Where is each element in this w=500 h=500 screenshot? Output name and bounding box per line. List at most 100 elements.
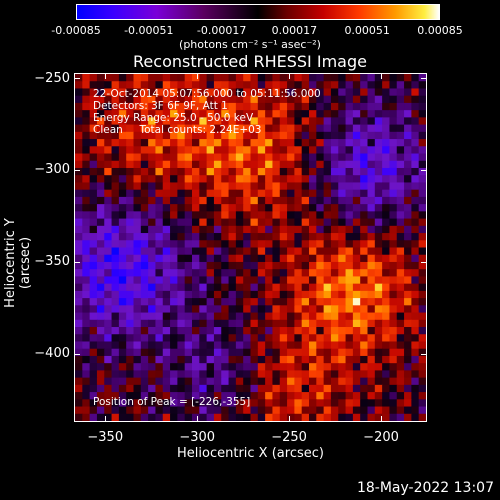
heatmap-cell [148,95,157,104]
heatmap-cell [96,233,105,241]
heatmap-cell [221,348,230,357]
heatmap-cell [111,254,120,263]
heatmap-cell [345,283,354,292]
heatmap-cell [279,377,288,386]
heatmap-cell [345,392,354,400]
heatmap-cell [316,88,325,97]
heatmap-cell [75,240,83,249]
heatmap-cell [235,153,244,162]
heatmap-cell [389,146,398,155]
heatmap-cell [389,175,398,184]
heatmap-cell [396,312,405,321]
heatmap-cell [323,355,332,364]
heatmap-cell [155,283,164,292]
heatmap-cell [404,74,412,82]
heatmap-cell [184,175,193,184]
heatmap-cell [82,153,91,162]
heatmap-cell [287,160,295,169]
heatmap-cell [309,117,317,126]
heatmap-cell [257,334,266,343]
heatmap-cell [272,160,281,169]
heatmap-cell [345,160,354,169]
heatmap-cell [338,261,347,270]
heatmap-cell [287,319,295,328]
heatmap-cell [184,139,193,147]
heatmap-cell [192,211,200,220]
x-tick-mark [288,73,290,79]
heatmap-cell [104,233,113,241]
heatmap-cell [133,399,142,408]
heatmap-cell [199,95,208,104]
heatmap-cell [104,370,113,379]
heatmap-cell [213,247,222,256]
heatmap-cell [104,254,113,263]
heatmap-cell [235,247,244,256]
heatmap-cell [155,167,164,176]
heatmap-cell [75,305,83,314]
heatmap-cell [177,167,186,176]
heatmap-cell [316,139,325,147]
heatmap-cell [279,240,288,249]
heatmap-cell [243,131,252,140]
heatmap-cell [316,240,325,249]
heatmap-cell [301,225,310,234]
heatmap-cell [367,211,376,220]
heatmap-cell [243,124,252,133]
heatmap-cell [228,413,237,421]
heatmap-cell [89,153,98,162]
heatmap-cell [345,102,354,111]
heatmap-cell [126,153,135,162]
heatmap-cell [404,283,412,292]
heatmap-cell [140,124,149,133]
heatmap-cell [118,406,127,415]
heatmap-cell [330,247,339,256]
heatmap-cell [155,261,164,270]
heatmap-cell [192,355,200,364]
heatmap-cell [294,189,303,198]
heatmap-cell [330,74,339,82]
heatmap-cell [118,124,127,133]
heatmap-cell [382,204,391,212]
heatmap-cell [140,240,149,249]
heatmap-cell [177,377,186,386]
heatmap-cell [104,319,113,328]
heatmap-cell [294,167,303,176]
heatmap-cell [367,160,376,169]
heatmap-cell [265,384,274,393]
heatmap-cell [235,392,244,400]
heatmap-cell [104,81,113,90]
heatmap-cell [316,211,325,220]
heatmap-cell [309,298,317,306]
heatmap-cell [411,153,420,162]
heatmap-cell [396,153,405,162]
heatmap-cell [111,319,120,328]
heatmap-cell [330,95,339,104]
heatmap-cell [352,247,361,256]
heatmap-cell [250,247,259,256]
heatmap-cell [82,247,91,256]
heatmap-cell [75,413,83,421]
heatmap-cell [213,240,222,249]
heatmap-cell [345,225,354,234]
heatmap-cell [170,175,178,184]
heatmap-cell [148,261,157,270]
heatmap-cell [294,370,303,379]
heatmap-cell [111,218,120,227]
heatmap-cell [301,290,310,299]
heatmap-cell [75,298,83,306]
heatmap-cell [272,182,281,191]
heatmap-cell [133,189,142,198]
heatmap-cell [360,399,369,408]
heatmap-cell [213,110,222,118]
heatmap-cell [221,298,230,306]
heatmap-cell [294,124,303,133]
heatmap-cell [389,247,398,256]
heatmap-cell [221,413,230,421]
heatmap-cell [155,204,164,212]
heatmap-cell [367,81,376,90]
heatmap-cell [257,240,266,249]
heatmap-cell [162,182,171,191]
heatmap-cell [170,204,178,212]
heatmap-cell [338,196,347,205]
heatmap-cell [287,117,295,126]
